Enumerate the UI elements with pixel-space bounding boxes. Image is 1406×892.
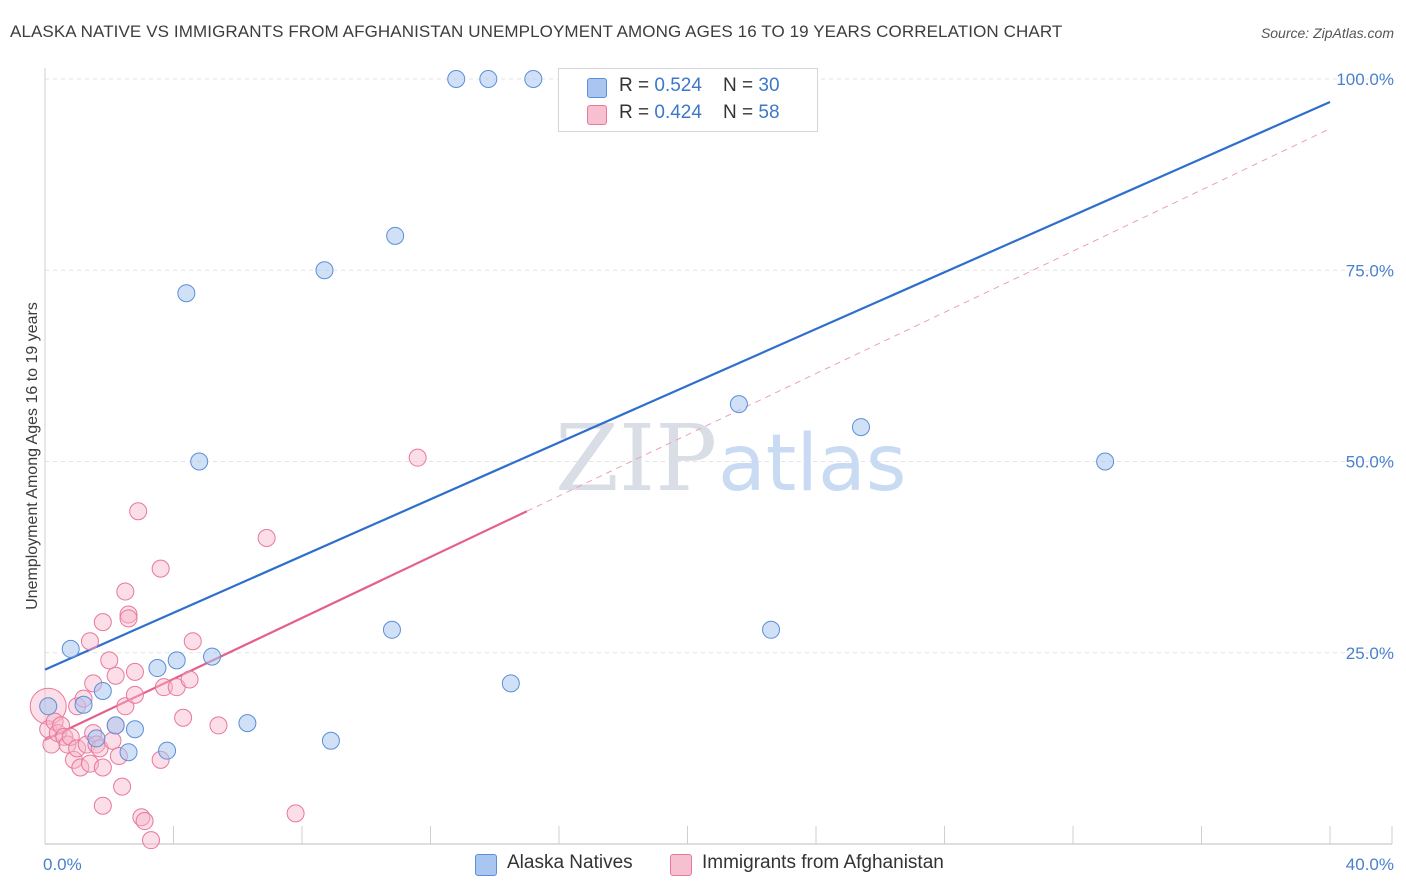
source-label: Source: ZipAtlas.com <box>1260 25 1394 41</box>
point-alaska-natives <box>39 697 58 716</box>
point-afghanistan <box>180 670 199 689</box>
trend-line-alaska-natives <box>44 100 1331 671</box>
point-afghanistan <box>113 777 132 796</box>
legend-swatch-blue <box>587 78 607 98</box>
point-alaska-natives <box>106 716 125 735</box>
point-afghanistan <box>116 697 135 716</box>
point-alaska-natives <box>148 659 167 678</box>
y-tick-label: 25.0% <box>1346 644 1394 663</box>
y-tick-label: 100.0% <box>1336 70 1394 89</box>
gridlines <box>45 78 1392 654</box>
point-alaska-natives <box>87 729 106 748</box>
legend-r-value: 0.524 <box>654 75 702 96</box>
point-alaska-natives <box>125 720 144 739</box>
point-afghanistan <box>103 731 122 750</box>
point-alaska-natives <box>119 743 138 762</box>
point-afghanistan <box>116 582 135 601</box>
point-alaska-natives <box>501 674 520 693</box>
point-alaska-natives <box>93 682 112 700</box>
point-afghanistan <box>106 666 125 685</box>
y-tick-label: 50.0% <box>1346 453 1394 472</box>
point-alaska-natives <box>382 620 401 639</box>
point-afghanistan <box>80 632 99 651</box>
point-alaska-natives <box>167 651 186 670</box>
point-alaska-natives <box>158 741 177 760</box>
bottom-legend-label: Alaska Natives <box>507 852 633 873</box>
point-afghanistan <box>209 716 228 735</box>
legend-r-label: R = <box>619 75 655 96</box>
point-alaska-natives <box>479 70 498 88</box>
point-afghanistan <box>183 632 202 651</box>
point-afghanistan <box>93 796 112 815</box>
point-alaska-natives <box>203 647 222 666</box>
legend-n-label: N = <box>723 75 759 96</box>
chart-title: ALASKA NATIVE VS IMMIGRANTS FROM AFGHANI… <box>10 22 1063 41</box>
point-alaska-natives <box>61 639 80 658</box>
bottom-legend-label: Immigrants from Afghanistan <box>702 852 944 873</box>
point-afghanistan <box>151 559 170 578</box>
point-alaska-natives <box>74 695 93 714</box>
bottom-legend-swatch-pink <box>670 854 692 876</box>
point-afghanistan <box>125 662 144 681</box>
point-afghanistan <box>408 448 427 467</box>
point-afghanistan <box>129 502 148 521</box>
trend-lines <box>44 100 1331 741</box>
point-afghanistan <box>100 651 119 670</box>
legend-n-label: N = <box>723 102 759 123</box>
point-afghanistan <box>119 609 138 628</box>
x-tick-label-max: 40.0% <box>1346 855 1394 874</box>
legend-r-value: 0.424 <box>654 102 702 123</box>
point-afghanistan <box>52 716 71 735</box>
y-tick-label: 75.0% <box>1346 261 1394 280</box>
data-points <box>29 70 1115 850</box>
x-tick-label-min: 0.0% <box>43 855 82 874</box>
point-afghanistan <box>61 727 80 746</box>
point-afghanistan <box>93 613 112 632</box>
watermark-atlas: atlas <box>718 419 907 509</box>
point-afghanistan <box>142 831 161 850</box>
bottom-legend-swatch-blue <box>475 854 497 876</box>
watermark-zip: ZIP <box>555 405 717 512</box>
point-alaska-natives <box>524 70 543 88</box>
point-afghanistan <box>135 812 154 831</box>
point-alaska-natives <box>851 418 870 437</box>
point-afghanistan <box>154 678 173 697</box>
trend-line-afghanistan-extension <box>526 128 1331 512</box>
point-alaska-natives <box>447 70 466 88</box>
point-afghanistan <box>286 804 305 823</box>
correlation-legend: R = 0.524 N = 30 R = 0.424 N = 58 <box>558 68 818 132</box>
point-alaska-natives <box>238 714 257 733</box>
point-alaska-natives <box>190 452 209 471</box>
legend-n-value: 58 <box>758 102 780 123</box>
point-afghanistan <box>68 739 87 758</box>
point-alaska-natives <box>321 731 340 750</box>
legend-swatch-pink <box>587 105 607 125</box>
point-alaska-natives <box>386 226 405 245</box>
point-afghanistan <box>93 758 112 777</box>
legend-n-value: 30 <box>758 75 780 96</box>
point-afghanistan <box>257 529 276 547</box>
point-afghanistan <box>125 685 144 704</box>
point-alaska-natives <box>762 620 781 639</box>
tick-labels: 25.0% 50.0% 75.0% 100.0% 0.0% 40.0% <box>43 70 1394 874</box>
point-alaska-natives <box>315 261 334 280</box>
point-alaska-natives <box>729 395 748 414</box>
trend-line-afghanistan <box>44 510 528 741</box>
point-alaska-natives <box>1096 452 1115 471</box>
point-afghanistan <box>71 758 90 777</box>
point-afghanistan <box>119 605 138 624</box>
point-alaska-natives <box>177 284 196 303</box>
legend-r-label: R = <box>619 102 655 123</box>
point-afghanistan <box>174 708 193 727</box>
